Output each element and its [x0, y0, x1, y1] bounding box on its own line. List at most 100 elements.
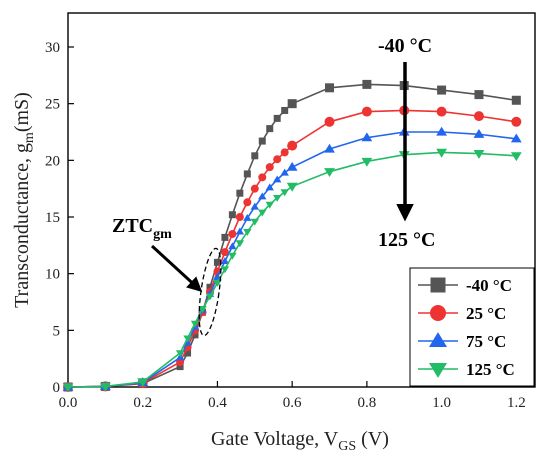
bottom-temp-label: 125 °C — [378, 229, 435, 251]
data-point — [205, 293, 215, 301]
x-tick-label: 0.4 — [208, 395, 227, 411]
x-tick-label: 0.0 — [59, 395, 78, 411]
legend-item: 75 °C — [418, 332, 506, 351]
data-point — [287, 99, 297, 109]
data-point — [511, 116, 522, 127]
data-point — [273, 175, 282, 183]
legend-label: 25 °C — [466, 304, 506, 323]
data-point — [220, 248, 229, 257]
y-tick-label: 0 — [53, 380, 61, 396]
data-point — [243, 198, 252, 207]
data-point — [287, 140, 298, 151]
x-tick-label: 1.0 — [432, 395, 451, 411]
data-point — [250, 184, 259, 193]
y-axis-title-sub: m — [22, 132, 37, 143]
data-point — [228, 252, 237, 260]
data-point — [266, 125, 274, 133]
data-point — [361, 132, 373, 142]
data-point — [473, 149, 485, 159]
data-point — [474, 90, 484, 100]
y-axis-title: Transconductance, gm(mS) — [11, 92, 37, 308]
data-point — [511, 95, 521, 105]
data-point — [280, 189, 289, 197]
data-point — [362, 79, 372, 89]
data-point — [265, 183, 274, 191]
y-tick-label: 20 — [45, 153, 60, 169]
y-axis-title-main: Transconductance, g — [11, 143, 33, 308]
ztc-sub: gm — [153, 227, 172, 242]
data-point — [324, 168, 335, 177]
x-axis-title-main: Gate Voltage, V — [211, 428, 339, 450]
data-point — [281, 106, 289, 114]
data-point — [198, 306, 207, 313]
data-point — [324, 143, 335, 153]
y-axis-title-tail: (mS) — [11, 92, 33, 132]
data-point — [251, 152, 259, 160]
data-point — [243, 228, 252, 236]
top-temp-label: -40 °C — [378, 35, 432, 57]
data-point — [258, 173, 267, 182]
data-point — [228, 211, 236, 219]
x-axis-title: Gate Voltage, VGS (V) — [211, 428, 389, 454]
legend-item: 25 °C — [418, 304, 506, 323]
data-point — [243, 170, 251, 178]
data-point — [286, 161, 298, 171]
data-point — [221, 233, 229, 241]
legend-item: -40 °C — [418, 276, 512, 295]
ztc-arrow — [150, 244, 203, 293]
data-point — [265, 163, 274, 172]
y-tick-label: 30 — [45, 40, 60, 56]
data-point — [280, 168, 289, 176]
data-point — [361, 106, 372, 117]
data-point — [280, 148, 289, 157]
legend-label: 75 °C — [466, 332, 506, 351]
data-point — [220, 257, 230, 264]
x-axis-title-tail: (V) — [356, 428, 389, 450]
data-point — [473, 128, 485, 138]
data-point — [361, 157, 373, 167]
legend: -40 °C 25 °C 75 °C 125 °C — [409, 267, 535, 387]
data-point — [436, 106, 447, 117]
y-tick-label: 15 — [45, 210, 60, 226]
data-point — [258, 192, 267, 200]
legend-marker — [430, 305, 446, 321]
data-point — [235, 227, 245, 235]
data-point — [436, 148, 447, 158]
data-point — [473, 111, 484, 122]
axis-ticks: 0.0 0.2 0.4 0.6 0.8 1.0 1.2 0 5 10 15 20 25 30 — [45, 40, 526, 411]
series-3 — [62, 148, 522, 393]
data-point — [236, 189, 244, 197]
data-point — [510, 152, 522, 162]
legend-marker — [429, 363, 447, 378]
y-tick-label: 10 — [45, 267, 60, 283]
data-point — [235, 213, 244, 221]
data-point — [324, 116, 335, 127]
x-tick-label: 0.8 — [358, 395, 377, 411]
ztc-ellipse — [198, 247, 222, 337]
data-point — [250, 218, 259, 226]
data-point — [206, 283, 214, 291]
data-point — [191, 331, 199, 339]
data-point — [250, 202, 259, 210]
data-point — [437, 85, 447, 95]
ztc-main: ZTC — [112, 215, 153, 237]
data-point — [190, 320, 200, 328]
legend-label: -40 °C — [466, 276, 512, 295]
data-point — [213, 279, 222, 287]
series-2 — [62, 126, 522, 391]
data-point — [258, 209, 267, 217]
y-tick-label: 5 — [53, 323, 61, 339]
data-point — [273, 194, 282, 202]
data-point — [265, 201, 274, 209]
legend-item: 125 °C — [418, 360, 515, 379]
x-tick-label: 0.6 — [283, 395, 302, 411]
data-point — [510, 133, 522, 143]
legend-marker — [430, 277, 446, 293]
legend-marker — [429, 332, 447, 347]
data-point — [183, 335, 192, 343]
data-point — [184, 349, 192, 357]
data-point — [436, 126, 447, 136]
data-point — [175, 350, 185, 358]
x-tick-label: 1.2 — [507, 395, 526, 411]
